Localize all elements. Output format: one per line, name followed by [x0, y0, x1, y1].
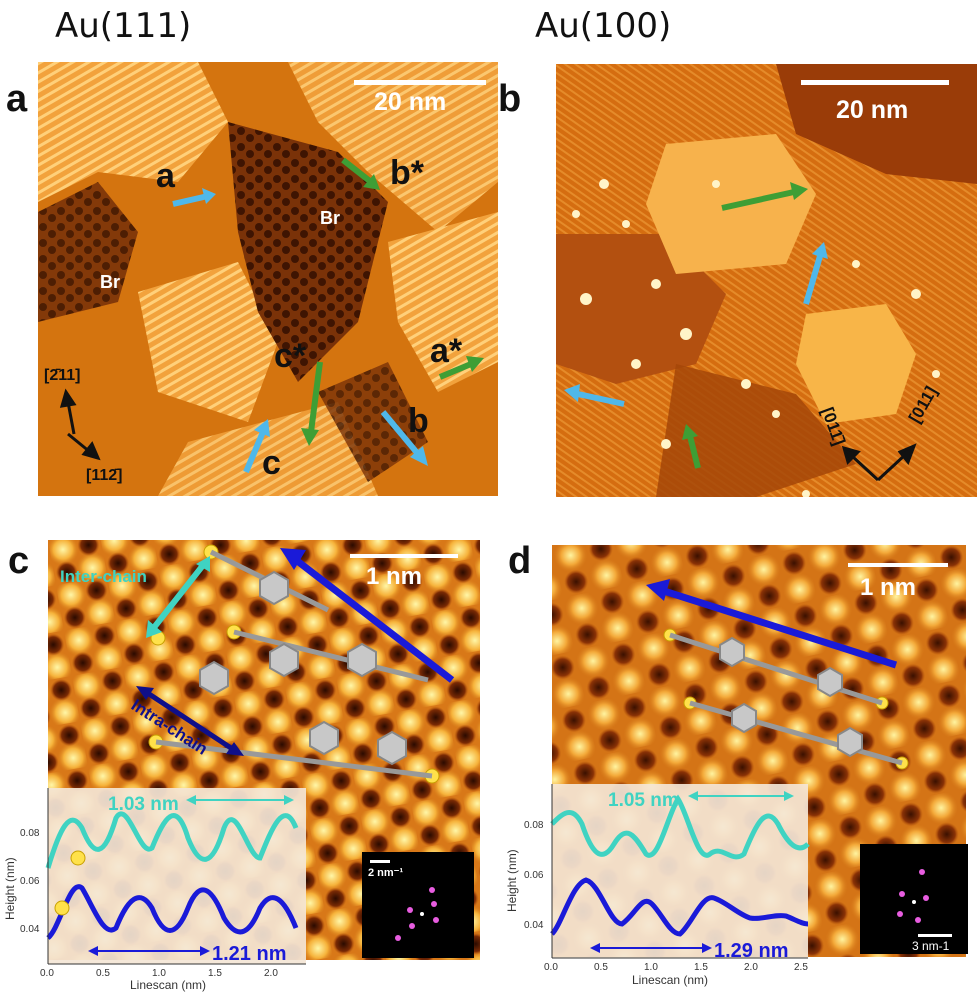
ylabel-c: Height (nm) — [3, 857, 17, 920]
xtick-d-1: 0.5 — [594, 962, 608, 973]
annotation-b-star: b* — [390, 154, 425, 192]
annotation-br-1: Br — [320, 208, 340, 228]
stm-image-a: 20 nm a b* c* a* b c Br Br [2̄11] [112̄] — [38, 62, 498, 496]
ytick-c-1: 0.06 — [20, 876, 40, 887]
fft-scale-c: 2 nm⁻¹ — [368, 867, 403, 879]
fft-inset-d: 3 nm-1 — [860, 844, 968, 954]
distance-bottom-d: 1.29 nm — [714, 940, 788, 962]
title-au111: Au(111) — [55, 6, 192, 46]
annotation-a: a — [156, 157, 176, 195]
xlabel-d: Linescan (nm) — [632, 973, 708, 987]
xtick-c-1: 0.5 — [96, 968, 110, 979]
distance-top-d: 1.05 nm — [608, 790, 679, 811]
scalebar-label-a: 20 nm — [374, 88, 446, 116]
distance-top-c: 1.03 nm — [108, 794, 179, 815]
line-profile-c: 1.03 nm 1.21 nm 0.08 0.06 0.04 0.0 0.5 1… — [3, 788, 306, 992]
ytick-c-2: 0.04 — [20, 924, 40, 935]
ytick-d-1: 0.06 — [524, 870, 544, 881]
annotation-br-2: Br — [100, 272, 120, 292]
distance-bottom-c: 1.21 nm — [212, 943, 286, 965]
label-inter-chain: Inter-chain — [60, 567, 147, 586]
annotation-c-star: c* — [274, 337, 307, 375]
xtick-d-5: 2.5 — [794, 962, 808, 973]
scalebar-label-b: 20 nm — [836, 96, 908, 124]
panel-label-d: d — [508, 540, 532, 582]
axis-label-down: [112̄] — [86, 467, 122, 484]
xtick-c-0: 0.0 — [40, 968, 54, 979]
panel-label-b: b — [498, 78, 522, 120]
stm-image-b: 20 nm [011̄] [011] — [556, 64, 977, 497]
xtick-d-2: 1.0 — [644, 962, 658, 973]
fft-inset-c: 2 nm⁻¹ — [362, 852, 474, 958]
annotation-c: c — [262, 444, 281, 482]
annotation-a-star: a* — [430, 332, 463, 370]
xtick-c-2: 1.0 — [152, 968, 166, 979]
xtick-d-3: 1.5 — [694, 962, 708, 973]
ytick-c-0: 0.08 — [20, 828, 40, 839]
xtick-d-4: 2.0 — [744, 962, 758, 973]
panel-label-a: a — [6, 78, 28, 120]
xtick-d-0: 0.0 — [544, 962, 558, 973]
ylabel-d: Height (nm) — [505, 849, 519, 912]
fft-scale-d: 3 nm-1 — [912, 939, 950, 953]
panel-label-c: c — [8, 540, 30, 582]
scalebar-label-d: 1 nm — [860, 574, 916, 601]
xlabel-c: Linescan (nm) — [130, 978, 206, 992]
annotation-b: b — [408, 402, 429, 440]
line-profile-d: 1.05 nm 1.29 nm 0.08 0.06 0.04 0.0 0.5 1… — [505, 784, 810, 987]
ytick-d-2: 0.04 — [524, 920, 544, 931]
ytick-d-0: 0.08 — [524, 820, 544, 831]
scalebar-label-c: 1 nm — [366, 563, 422, 590]
axis-label-up: [2̄11] — [44, 367, 80, 384]
xtick-c-4: 2.0 — [264, 968, 278, 979]
title-au100: Au(100) — [535, 6, 672, 46]
xtick-c-3: 1.5 — [208, 968, 222, 979]
